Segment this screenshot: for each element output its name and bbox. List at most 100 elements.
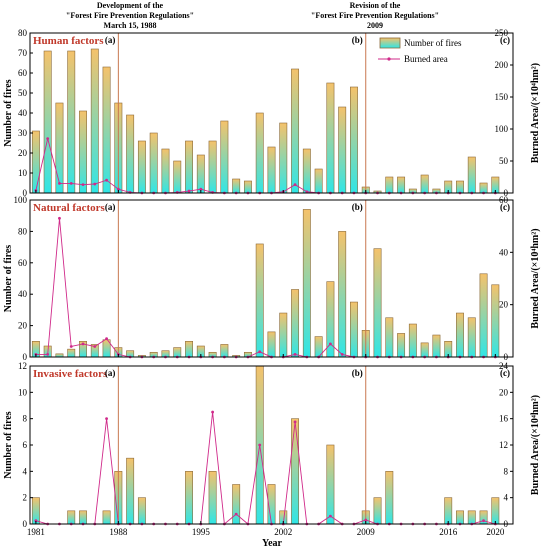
y2-tick-label: 0 — [504, 188, 509, 198]
bar-1983 — [55, 102, 64, 194]
bar-1997 — [220, 120, 229, 194]
panel-title: Invasive factors — [33, 368, 108, 380]
bar-2003 — [291, 289, 300, 358]
bar-2012 — [397, 333, 406, 358]
burned-area-point-1988 — [116, 187, 120, 191]
bar-1994 — [185, 140, 193, 194]
y2-tick-label: 200 — [495, 60, 509, 70]
bar-1994 — [185, 471, 193, 525]
burned-area-point-2003 — [293, 352, 297, 356]
y-tick-label: 80 — [18, 28, 28, 38]
bar-1984 — [67, 50, 76, 194]
bar-2008 — [350, 301, 358, 358]
y-tick-label: 70 — [18, 48, 28, 58]
bar-2010 — [373, 497, 382, 525]
burned-area-point-2009 — [364, 518, 368, 522]
bar-2019 — [479, 273, 488, 358]
bar-2006 — [326, 444, 335, 525]
burned-area-point-1994 — [187, 189, 191, 193]
bar-2004 — [302, 148, 311, 194]
bar-2018 — [467, 317, 476, 358]
y2-tick-label: 60 — [499, 195, 509, 205]
y2-tick-label: 250 — [495, 28, 509, 38]
bar-2011 — [385, 471, 394, 525]
panel-title: Human factors — [33, 35, 104, 47]
y-tick-label: 60 — [18, 258, 28, 268]
y2-tick-label: 0 — [504, 352, 509, 362]
y-tick-label: 40 — [18, 108, 28, 118]
bar-2010 — [373, 248, 382, 358]
annotation-left-line3: March 15, 1988 — [104, 21, 157, 30]
burned-area-point-2006 — [329, 514, 332, 518]
burned-area-point-1983 — [58, 216, 61, 220]
panel-label-a: (a) — [105, 368, 116, 378]
y2-axis-title: Burned Area/(×10⁴hm²) — [530, 228, 541, 328]
annotation-left-line2: "Forest Fire Prevention Regulations" — [66, 11, 194, 20]
plot-frame — [29, 199, 514, 358]
bar-1982 — [43, 50, 52, 194]
bar-1985 — [79, 510, 87, 525]
bar-2018 — [467, 510, 476, 525]
y-tick-label: 10 — [18, 168, 28, 178]
panel-human-factors: 0 10 20 30 40 50 60 70 80 0 50 100 150 200 250 Number o… — [3, 28, 541, 198]
y2-axis-title: Burned Area/(×10⁴hm²) — [530, 63, 541, 163]
legend-bar-swatch — [379, 37, 401, 49]
bar-1994 — [185, 340, 193, 358]
y-tick-label: 20 — [18, 321, 28, 331]
burned-area-point-1983 — [58, 182, 61, 185]
x-tick-label: 2002 — [274, 527, 292, 537]
y-tick-label: 30 — [18, 128, 28, 138]
burned-area-point-2003 — [293, 183, 297, 187]
bar-2000 — [255, 243, 264, 358]
annotation-right-line1: Revision of the — [350, 1, 401, 10]
y2-tick-label: 8 — [504, 466, 509, 476]
y-tick-label: 2 — [23, 493, 28, 503]
bar-2007 — [338, 231, 347, 358]
bar-1996 — [208, 471, 217, 525]
bar-1993 — [173, 160, 182, 194]
burned-area-point-1986 — [93, 182, 97, 186]
y2-tick-label: 20 — [499, 387, 509, 397]
burned-area-point-1986 — [93, 345, 97, 348]
y2-tick-label: 40 — [499, 247, 509, 257]
burned-area-point-2000 — [258, 350, 262, 354]
bar-1998 — [232, 178, 241, 194]
y-tick-label: 100 — [14, 195, 28, 205]
bar-1991 — [149, 132, 158, 194]
bar-2016 — [444, 497, 453, 525]
bar-1987 — [102, 66, 111, 194]
y2-tick-label: 50 — [499, 156, 509, 166]
y-tick-label: 80 — [18, 226, 28, 236]
bar-2018 — [467, 156, 476, 194]
burned-area-point-2004 — [305, 190, 309, 194]
bar-1996 — [208, 140, 217, 194]
x-tick-label: 1988 — [109, 527, 128, 537]
panel-label-b: (b) — [352, 35, 363, 45]
annotation-right-line3: 2009 — [367, 21, 383, 30]
burned-area-point-1985 — [81, 342, 85, 346]
burned-area-point-2006 — [329, 342, 332, 346]
bar-2001 — [267, 331, 276, 358]
bar-2015 — [432, 334, 441, 358]
burned-area-point-1995 — [199, 187, 203, 191]
bar-1981 — [31, 130, 40, 194]
bar-1986 — [90, 48, 99, 194]
bar-2000 — [255, 112, 264, 194]
bar-2006 — [326, 82, 335, 194]
bar-2017 — [456, 180, 464, 194]
bar-2004 — [302, 209, 311, 358]
burned-area-point-2007 — [340, 352, 344, 356]
burned-area-point-1987 — [105, 337, 108, 341]
bar-1999 — [243, 180, 252, 194]
burned-area-point-1982 — [46, 137, 50, 141]
burned-area-point-1984 — [69, 345, 73, 348]
burned-area-point-2000 — [258, 443, 262, 447]
burned-area-point-1998 — [234, 512, 238, 516]
bar-1990 — [137, 497, 146, 525]
panel-title: Natural factors — [33, 202, 106, 214]
bar-2007 — [338, 106, 347, 194]
y2-tick-label: 4 — [504, 493, 509, 503]
panel-label-b: (b) — [352, 368, 363, 378]
bar-1993 — [173, 347, 182, 358]
bar-1989 — [126, 114, 135, 194]
